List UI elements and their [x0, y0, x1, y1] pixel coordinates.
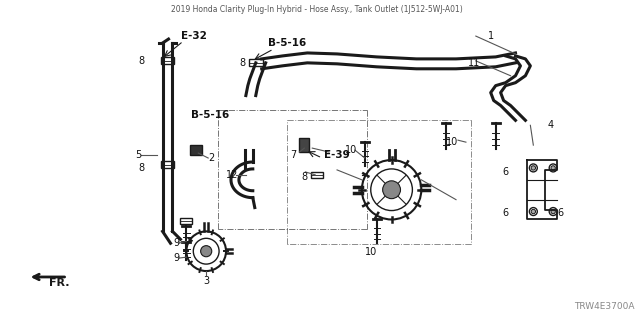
Bar	[161, 162, 175, 168]
Circle shape	[549, 208, 557, 215]
Text: 9: 9	[173, 253, 179, 263]
Bar	[300, 138, 309, 152]
Circle shape	[549, 164, 557, 172]
Bar	[190, 145, 202, 155]
Circle shape	[362, 160, 421, 220]
Text: 6: 6	[502, 208, 509, 218]
Text: 6: 6	[557, 208, 563, 218]
Circle shape	[551, 209, 556, 214]
Circle shape	[529, 164, 538, 172]
Text: 8: 8	[139, 56, 145, 66]
Text: 2019 Honda Clarity Plug-In Hybrid - Hose Assy., Tank Outlet (1J512-5WJ-A01): 2019 Honda Clarity Plug-In Hybrid - Hose…	[172, 5, 463, 14]
Text: B-5-16: B-5-16	[191, 110, 229, 120]
Bar	[249, 60, 262, 66]
Circle shape	[529, 208, 538, 215]
Bar	[311, 172, 323, 178]
Text: 5: 5	[136, 150, 142, 160]
Text: 7: 7	[291, 150, 296, 160]
Text: 1: 1	[488, 31, 494, 41]
Text: 10: 10	[345, 145, 357, 155]
Circle shape	[371, 169, 412, 211]
Text: 8: 8	[139, 163, 145, 173]
Text: 8: 8	[301, 172, 307, 182]
Circle shape	[383, 181, 401, 199]
Text: 2: 2	[208, 153, 214, 163]
Text: 9: 9	[173, 238, 179, 248]
Bar	[180, 219, 192, 224]
Text: 10: 10	[446, 137, 458, 147]
Text: E-39: E-39	[324, 150, 350, 160]
Text: 6: 6	[502, 167, 509, 177]
Circle shape	[531, 166, 536, 170]
Circle shape	[551, 166, 556, 170]
Circle shape	[193, 238, 219, 264]
Text: 10: 10	[365, 247, 377, 257]
Circle shape	[201, 246, 212, 257]
Text: TRW4E3700A: TRW4E3700A	[575, 302, 635, 311]
Text: 11: 11	[468, 58, 480, 68]
Text: B-5-16: B-5-16	[268, 38, 307, 48]
Bar	[161, 57, 175, 64]
Text: FR.: FR.	[49, 278, 70, 288]
Text: 8: 8	[240, 58, 246, 68]
Text: 12: 12	[226, 170, 238, 180]
Circle shape	[531, 209, 536, 214]
Text: 4: 4	[547, 120, 553, 130]
Circle shape	[186, 231, 226, 271]
Text: 3: 3	[203, 276, 209, 286]
Text: E-32: E-32	[181, 31, 207, 41]
